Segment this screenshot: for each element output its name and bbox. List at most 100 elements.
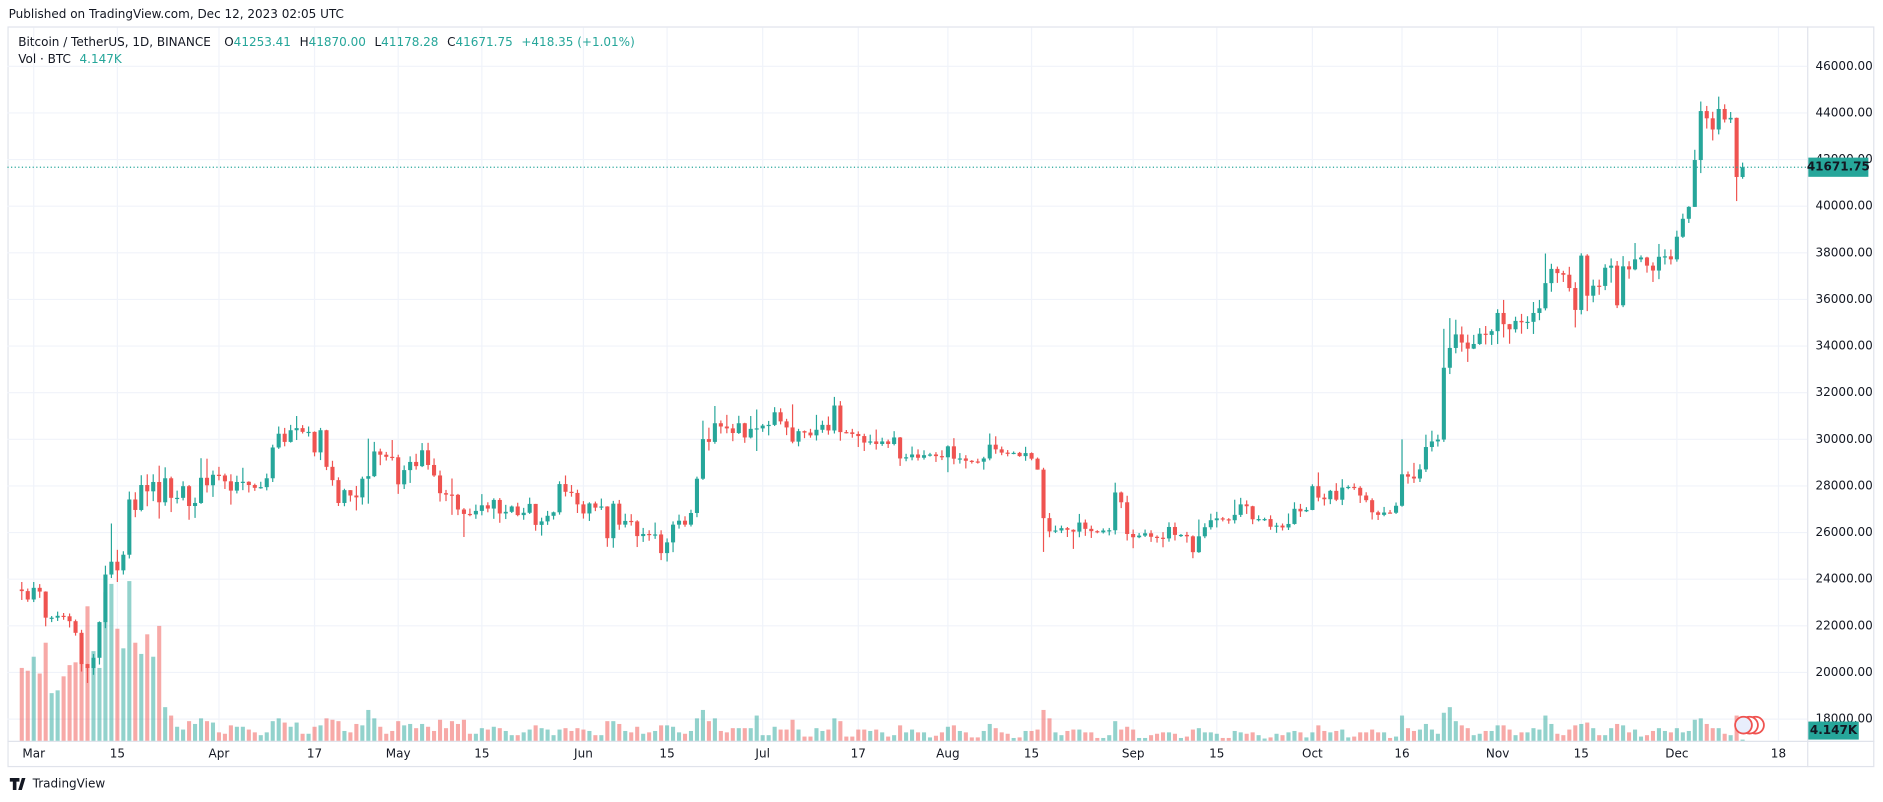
volume-bar <box>193 723 198 741</box>
candle-body <box>1399 474 1405 506</box>
candle-body <box>557 484 562 513</box>
candle-body <box>1005 452 1010 454</box>
volume-bar <box>1423 723 1428 741</box>
volume-bar <box>587 730 592 741</box>
x-tick-label: Sep <box>1122 746 1145 760</box>
volume-bar <box>1704 723 1709 741</box>
axes: 18000.0020000.0022000.0024000.0026000.00… <box>7 59 1873 760</box>
volume-bar <box>969 737 974 741</box>
candle-body <box>1286 523 1291 528</box>
volume-bar <box>957 730 962 741</box>
volume-bar <box>1453 721 1458 741</box>
volume-bar <box>25 670 30 741</box>
volume-bar <box>874 729 879 741</box>
x-tick-label: 15 <box>659 746 674 760</box>
candle-body <box>1352 486 1357 489</box>
volume-bar <box>1310 732 1315 741</box>
candle-body <box>121 554 126 571</box>
low-value: 41178.28 <box>381 35 438 49</box>
candle-body <box>1585 255 1590 296</box>
candle-body <box>1244 504 1249 507</box>
volume-bar <box>91 651 96 741</box>
volume-bar <box>1250 732 1255 741</box>
volume-bar <box>1280 735 1285 741</box>
volume-bar <box>449 721 455 741</box>
volume-bar <box>933 735 939 741</box>
candle-body <box>1149 533 1154 537</box>
candle-body <box>754 428 759 430</box>
candle-body <box>712 423 717 442</box>
candle-body <box>49 617 54 619</box>
volume-bar <box>127 581 132 741</box>
volume-bar <box>1656 728 1661 741</box>
volume-bar <box>306 733 311 741</box>
volume-bar <box>1352 736 1357 741</box>
volume-bar <box>1172 733 1178 741</box>
volume-bar <box>1178 737 1183 741</box>
volume-bar <box>1674 728 1679 741</box>
candle-body <box>264 478 269 488</box>
candle-body <box>1358 487 1363 496</box>
candle-body <box>420 450 425 467</box>
volume-bar <box>1435 733 1440 741</box>
volume-bar <box>521 732 526 741</box>
volume-bar <box>49 693 54 741</box>
volume-bar <box>1220 737 1225 741</box>
x-tick-label: 15 <box>474 746 489 760</box>
candle-body <box>1447 347 1452 368</box>
volume-bar <box>892 735 897 741</box>
volume-bar <box>898 725 903 741</box>
volume-bar <box>748 728 753 741</box>
volume-bar <box>886 736 891 741</box>
volume-bar <box>1650 730 1656 741</box>
volume-bar <box>730 728 735 741</box>
candle-body <box>109 561 114 575</box>
grid <box>7 27 1808 741</box>
candle-body <box>1232 514 1237 521</box>
volume-bar <box>623 730 628 741</box>
volume-bar <box>19 667 24 741</box>
legend: Bitcoin / TetherUS, 1D, BINANCE O41253.4… <box>18 35 635 66</box>
candle-body <box>1208 520 1213 528</box>
candle-body <box>1029 453 1034 459</box>
candle-body <box>1734 117 1739 177</box>
volume-bar <box>1394 736 1399 741</box>
volume-bar <box>1370 729 1375 741</box>
candle-body <box>760 425 765 429</box>
volume-bar <box>1071 729 1076 741</box>
volume-bar <box>61 676 66 741</box>
volume-bar <box>43 642 48 741</box>
volume-bar <box>1262 738 1267 741</box>
candle-body <box>1137 535 1142 538</box>
candle-body <box>736 423 741 434</box>
candle-body <box>270 447 275 479</box>
x-tick-label: 18 <box>1771 746 1786 760</box>
volume-bar <box>216 732 221 741</box>
volume-bar <box>360 725 365 741</box>
candle-body <box>1017 452 1022 457</box>
candle-body <box>790 427 795 442</box>
volume-bar <box>37 673 42 741</box>
candle-body <box>599 506 604 508</box>
candle-body <box>1537 308 1542 313</box>
candle-body <box>587 503 592 514</box>
volume-bar <box>641 733 646 741</box>
volume-bar <box>760 735 765 741</box>
volume-bar <box>1555 733 1560 741</box>
icon-circle <box>1734 715 1753 735</box>
candle-body <box>766 424 771 427</box>
volume-bar <box>1543 715 1548 741</box>
brand-name: TradingView <box>32 776 106 790</box>
volume-bar <box>1573 725 1578 741</box>
volume-bar <box>904 732 909 741</box>
candle-body <box>1740 167 1745 177</box>
volume-bar <box>372 718 377 741</box>
volume-bar <box>1513 735 1518 741</box>
candle-body <box>1113 492 1118 531</box>
volume-bar <box>1334 730 1339 741</box>
volume-bar <box>694 718 700 741</box>
volume-bar <box>1125 726 1130 741</box>
candle-body <box>623 520 628 525</box>
volume-bar <box>1519 732 1524 741</box>
volume-bar <box>408 723 413 741</box>
